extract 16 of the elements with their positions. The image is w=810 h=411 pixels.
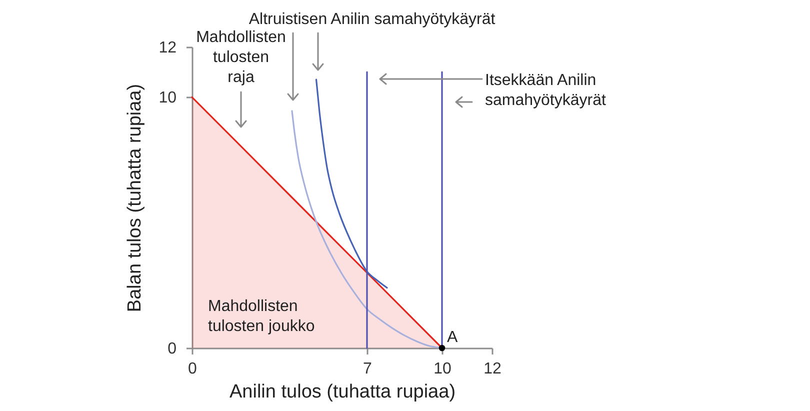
line-series	[315, 78, 388, 289]
annotation: Itsekkään Anilin samahyötykäyrät	[485, 72, 606, 109]
x-tick-label: 12	[484, 360, 502, 378]
y-tick-label: 12	[158, 40, 177, 56]
annotation: A	[447, 329, 458, 346]
y-tick-label: 0	[168, 340, 177, 358]
text: Altruistisen Anilin samahyötykäyrät	[248, 11, 496, 28]
x-tick-label: 0	[188, 360, 198, 378]
x-tick-label: 7	[363, 360, 372, 378]
x-axis-title: Anilin tulos (tuhatta rupiaa)	[229, 382, 456, 402]
y-tick-label: 10	[158, 90, 177, 107]
annotation: Mahdollisten tulosten joukko	[208, 298, 315, 335]
y-axis-title: Balan tulos (tuhatta rupiaa)	[124, 84, 146, 312]
x-tick-label: 10	[434, 360, 452, 378]
annotation: Mahdollisten tulosten raja	[196, 29, 286, 86]
line-series	[366, 71, 368, 349]
